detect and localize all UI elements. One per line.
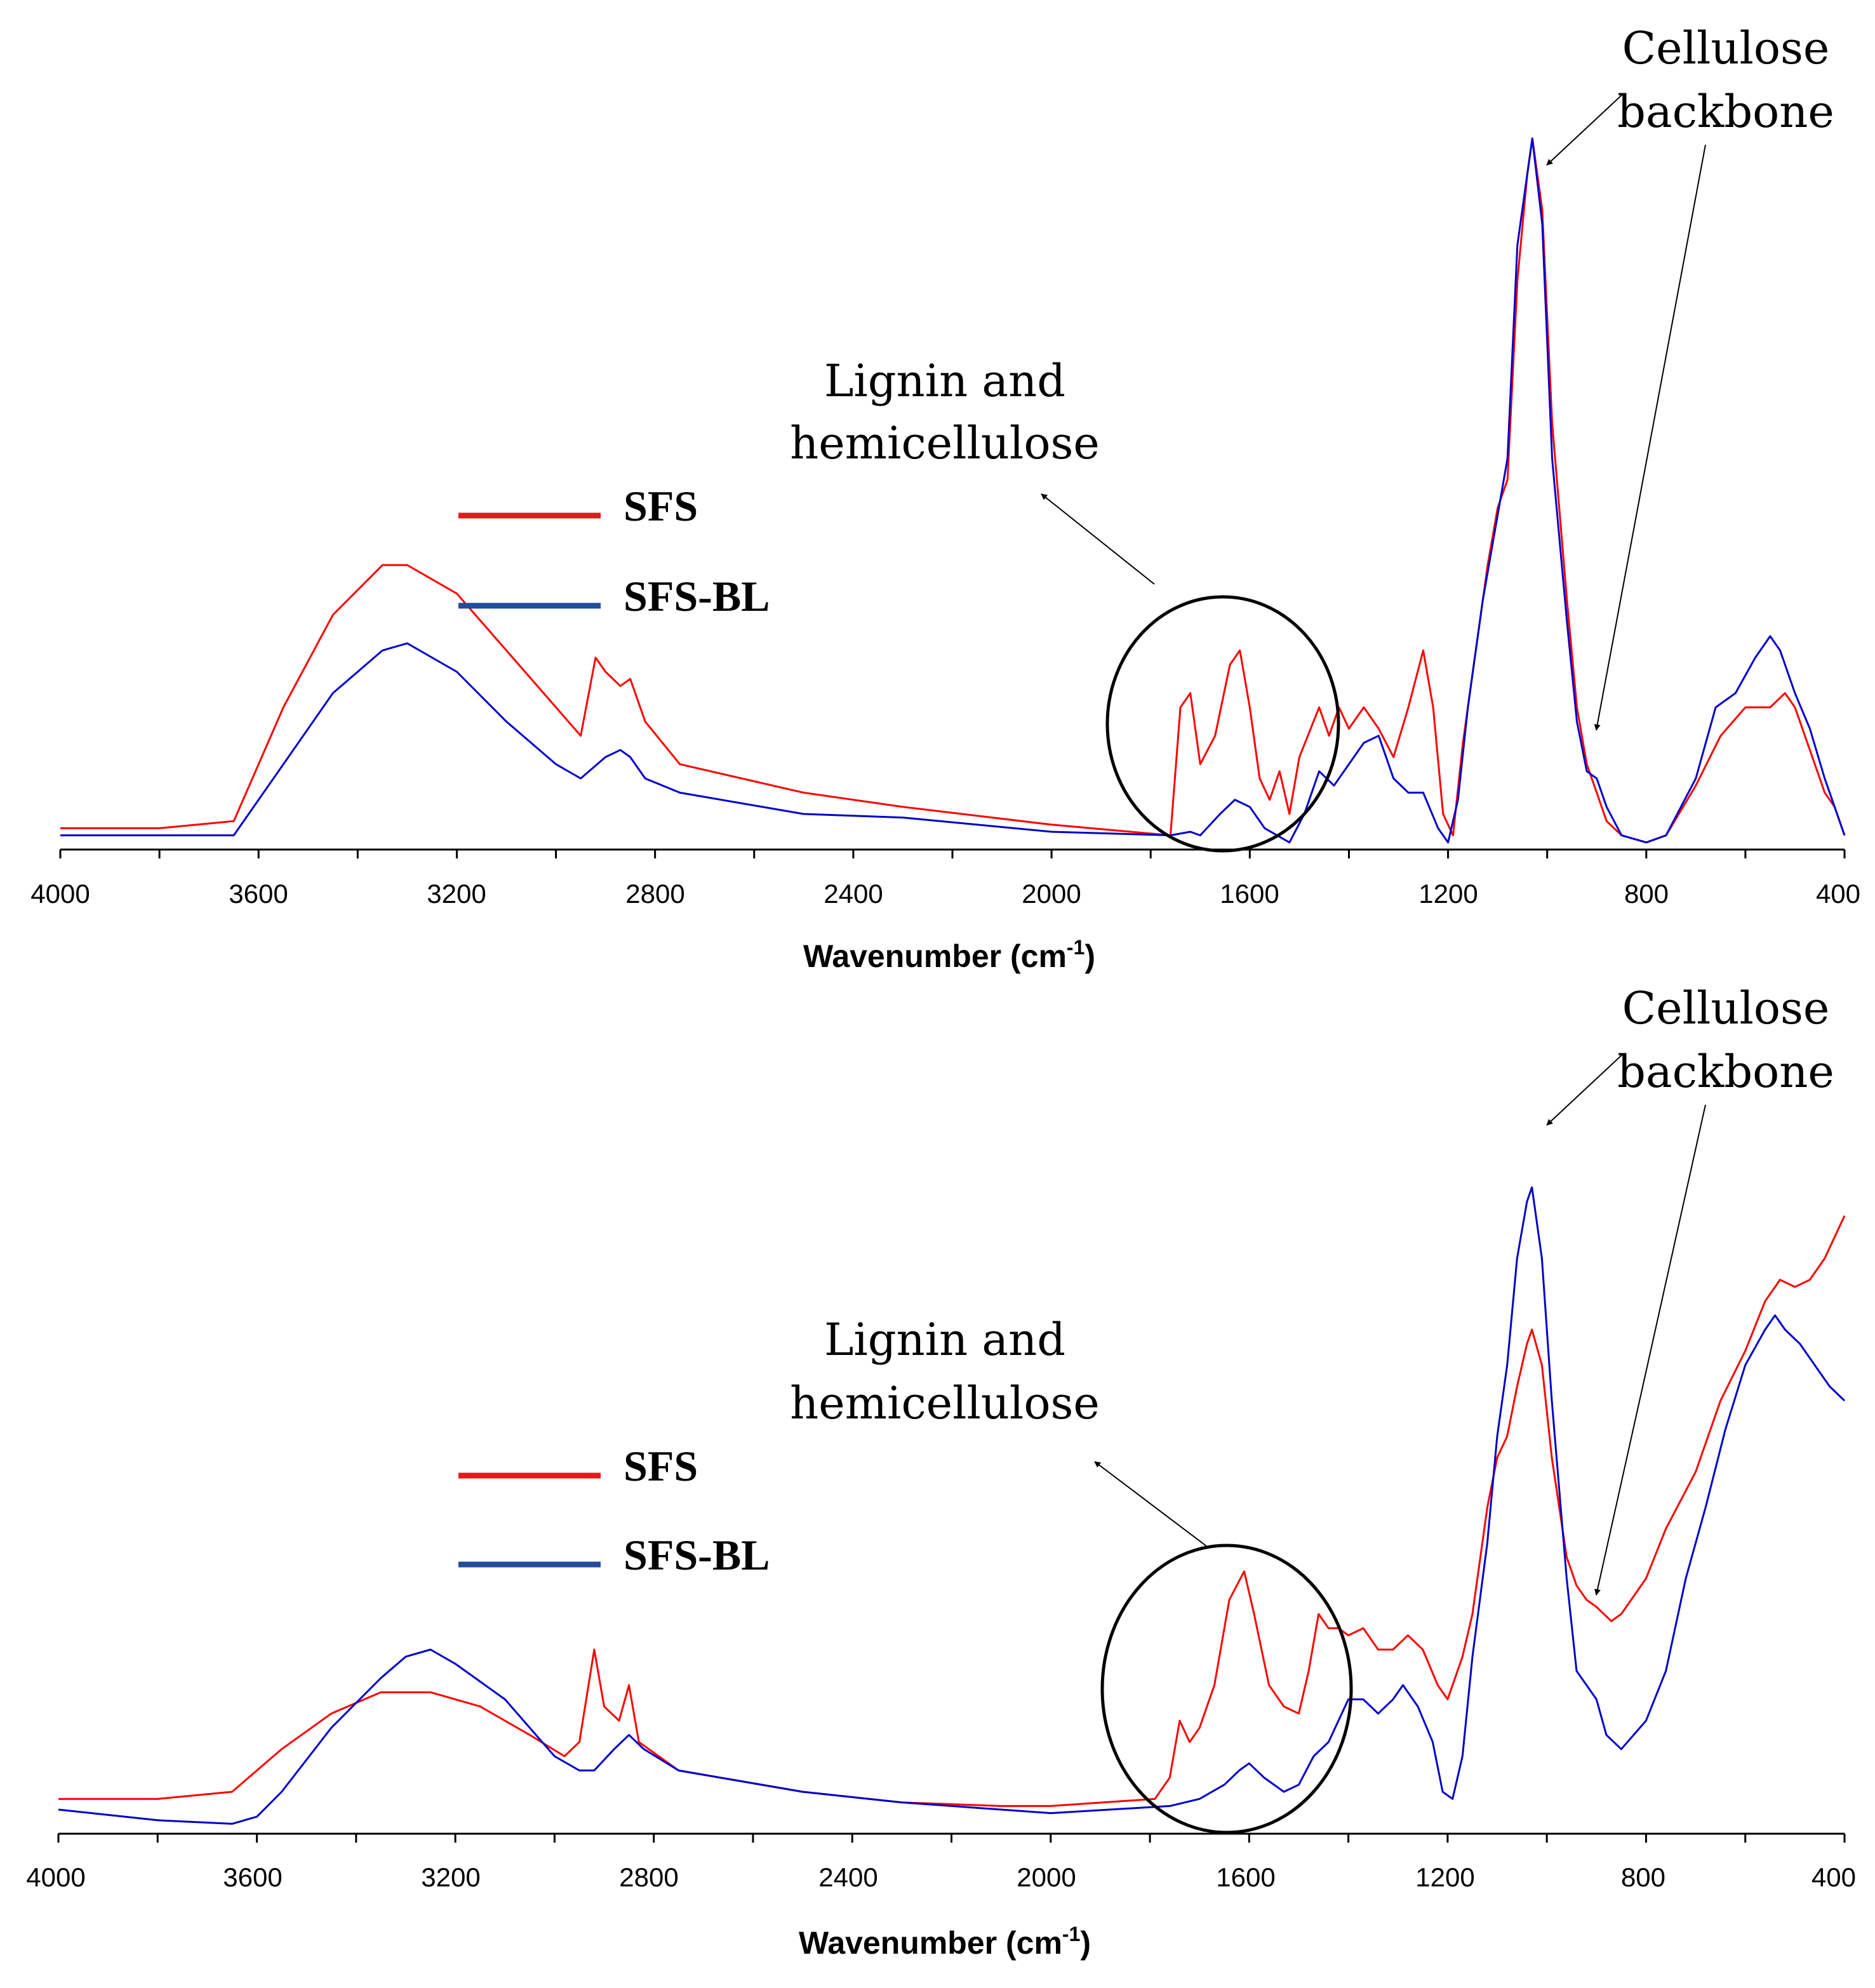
annotation-cellulose-line1: Cellulose: [1622, 22, 1830, 74]
x-tick-label: 2400: [818, 1862, 877, 1892]
legend-label-sfs: SFS: [624, 1442, 698, 1490]
x-tick-label: 3600: [229, 879, 288, 909]
x-tick-label: 3200: [421, 1862, 480, 1892]
x-tick-label: 4000: [26, 1862, 85, 1892]
chart-panel-top: 4000 3600 3200 2800 2400 2000 1600 1200 …: [30, 22, 1860, 974]
x-tick-label: 400: [1812, 1862, 1856, 1892]
x-axis-ticks-bottom: [57, 1834, 1846, 1843]
lignin-arrow: [1094, 1461, 1210, 1549]
annotation-cellulose-line1: Cellulose: [1622, 982, 1830, 1034]
lignin-highlight-circle: [1105, 595, 1340, 853]
legend-label-sfs: SFS: [624, 482, 698, 530]
x-axis-ticks-top: [59, 850, 1846, 858]
annotation-lignin-line1: Lignin and: [824, 355, 1065, 407]
annotation-lignin-line2: hemicellulose: [790, 417, 1100, 469]
lignin-highlight-circle: [1100, 1544, 1353, 1834]
x-tick-label: 800: [1621, 1862, 1665, 1892]
x-tick-label: 2000: [1022, 879, 1081, 909]
lignin-arrow: [1041, 493, 1155, 585]
x-tick-label: 1600: [1220, 879, 1279, 909]
x-tick-label: 2000: [1017, 1862, 1076, 1892]
x-tick-label: 1200: [1415, 1862, 1474, 1892]
annotation-lignin-line2: hemicellulose: [790, 1377, 1100, 1429]
cellulose-arrow-shoulder: [1594, 1104, 1706, 1596]
legend-label-sfs-bl: SFS-BL: [624, 1531, 770, 1579]
x-tick-labels-top: 4000 3600 3200 2800 2400 2000 1600 1200 …: [30, 879, 1860, 909]
x-tick-label: 3200: [427, 879, 486, 909]
x-tick-label: 2800: [619, 1862, 678, 1892]
x-axis-title-top: Wavenumber (cm-1): [803, 936, 1095, 974]
x-tick-labels-bottom: 4000 3600 3200 2800 2400 2000 1600 1200 …: [26, 1862, 1856, 1892]
series-line-sfs-bl-top: [60, 137, 1846, 844]
annotation-lignin-line1: Lignin and: [824, 1314, 1065, 1366]
cellulose-arrow-shoulder: [1594, 144, 1706, 731]
x-axis-title-bottom: Wavenumber (cm-1): [799, 1923, 1091, 1961]
cellulose-arrow-peak: [1546, 1053, 1624, 1126]
x-tick-label: 2400: [824, 879, 883, 909]
x-tick-label: 400: [1816, 879, 1860, 909]
cellulose-arrow-peak: [1546, 93, 1624, 166]
x-tick-label: 800: [1624, 879, 1669, 909]
x-tick-label: 2800: [625, 879, 684, 909]
annotation-cellulose-line2: backbone: [1617, 1046, 1834, 1098]
annotation-cellulose-line2: backbone: [1617, 86, 1834, 138]
x-tick-label: 1200: [1418, 879, 1478, 909]
series-line-sfs-bl-bottom: [58, 1186, 1846, 1825]
chart-panel-bottom: 4000 3600 3200 2800 2400 2000 1600 1200 …: [26, 982, 1856, 1961]
legend-label-sfs-bl: SFS-BL: [624, 572, 770, 620]
x-tick-label: 4000: [30, 879, 90, 909]
x-tick-label: 1600: [1216, 1862, 1275, 1892]
x-tick-label: 3600: [223, 1862, 282, 1892]
